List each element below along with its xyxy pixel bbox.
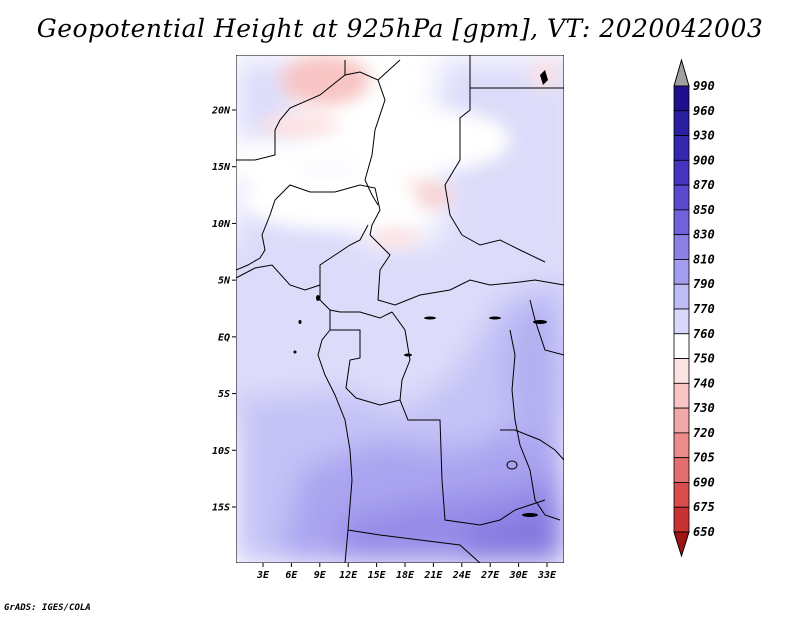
lat-label: 15N — [212, 162, 231, 173]
height-field — [236, 55, 564, 563]
lon-label: 24E — [452, 570, 472, 581]
lat-label: EQ — [218, 332, 230, 343]
colorbar-segment — [673, 482, 690, 508]
colorbar-label: 960 — [693, 104, 715, 118]
colorbar-label: 830 — [693, 228, 715, 242]
colorbar-label: 790 — [693, 277, 715, 291]
lat-label: 10N — [212, 219, 231, 230]
lon-label: 18E — [396, 570, 415, 581]
colorbar-label: 740 — [693, 376, 715, 390]
lat-label: 5S — [218, 389, 230, 400]
colorbar-segment — [673, 135, 690, 161]
lon-label: 27E — [480, 570, 500, 581]
colorbar-label: 930 — [693, 129, 715, 143]
colorbar-segment — [673, 432, 690, 459]
colorbar-segment — [673, 407, 690, 434]
lon-label: 33E — [537, 570, 557, 581]
lon-label: 21E — [423, 570, 443, 581]
colorbar-top-triangle — [673, 58, 690, 87]
lon-label: 9E — [314, 570, 327, 581]
colorbar-segment — [673, 382, 690, 409]
colorbar-segment — [673, 283, 690, 310]
colorbar-label: 650 — [693, 525, 715, 539]
coastline-islands — [293, 70, 548, 517]
colorbar-label: 690 — [693, 475, 715, 489]
lat-label: 5N — [218, 276, 231, 287]
colorbar-label: 750 — [693, 352, 715, 366]
lon-label: 12E — [339, 570, 358, 581]
colorbar-segment — [673, 110, 690, 136]
longitude-axis: 3E 6E 9E 12E 15E 18E 21E 24E 27E 30E 33E — [256, 563, 557, 581]
colorbar-label: 870 — [693, 178, 715, 192]
colorbar-segment — [673, 159, 690, 186]
lon-label: 30E — [509, 570, 529, 581]
colorbar-segment — [673, 457, 690, 483]
colorbar-label: 770 — [693, 302, 715, 316]
colorbar-segment — [673, 506, 690, 533]
colorbar-segment — [673, 184, 690, 211]
colorbar-label: 900 — [693, 153, 715, 167]
latitude-axis: 20N 15N 10N 5N EQ 5S 10S 15S — [211, 106, 236, 514]
colorbar-segment — [673, 209, 690, 236]
colorbar-label: 705 — [693, 451, 715, 465]
grads-credit: GrADS: IGES/COLA — [4, 603, 91, 613]
lon-label: 15E — [368, 570, 387, 581]
colorbar-label: 720 — [693, 426, 715, 440]
colorbar-segment — [673, 234, 690, 260]
colorbar: 990 960 930 900 870 850 830 810 790 770 760 750 740 7… — [673, 58, 715, 558]
colorbar-bottom-triangle — [673, 531, 690, 558]
colorbar-segment — [673, 333, 690, 359]
colorbar-segment — [673, 85, 690, 112]
lon-label: 3E — [256, 570, 270, 581]
colorbar-label: 675 — [693, 500, 715, 514]
colorbar-label: 760 — [693, 327, 715, 341]
lat-label: 10S — [212, 446, 230, 457]
colorbar-label: 730 — [693, 401, 715, 415]
lat-label: 15S — [212, 503, 230, 514]
colorbar-label: 850 — [693, 203, 715, 217]
colorbar-segment — [673, 259, 690, 285]
colorbar-label: 990 — [693, 79, 715, 93]
map-title: Geopotential Height at 925hPa [gpm], VT:… — [36, 14, 764, 43]
colorbar-segment — [673, 308, 690, 335]
colorbar-label: 810 — [693, 252, 715, 266]
colorbar-segment — [673, 358, 690, 384]
lon-label: 6E — [285, 570, 298, 581]
country-borders — [236, 55, 564, 563]
lat-label: 20N — [211, 106, 231, 117]
